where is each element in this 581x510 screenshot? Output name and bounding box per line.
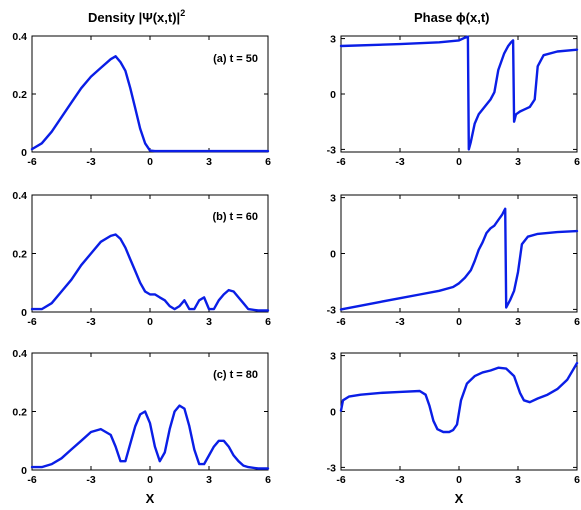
panel-annotation: (a) t = 50 (213, 53, 258, 65)
panel-annotation: (b) t = 60 (212, 211, 258, 223)
series-line-density-t60 (30, 233, 270, 312)
x-tick-label: 0 (147, 316, 153, 328)
x-tick-label: 6 (265, 156, 271, 168)
panel-phase-t50: -6 -3 0 3 6-303 (327, 34, 580, 168)
x-tick-label: 3 (515, 316, 521, 328)
y-tick-label: -3 (327, 144, 336, 156)
panel-annotation: (c) t = 80 (213, 369, 258, 381)
y-tick-label: 0.4 (12, 190, 27, 202)
panel-phase-t60: -6 -3 0 3 6-303 (327, 193, 580, 328)
series-line-density-t50 (30, 55, 270, 153)
x-tick-label: -6 (336, 156, 345, 168)
x-tick-label: -6 (27, 474, 36, 486)
y-tick-label: 3 (330, 193, 336, 205)
x-tick-label: 6 (574, 156, 580, 168)
series-line-phase-t50 (339, 35, 579, 151)
x-tick-label: 6 (574, 316, 580, 328)
plot-frame (340, 35, 578, 153)
x-tick-label: 0 (456, 474, 462, 486)
x-tick-label: 0 (147, 156, 153, 168)
y-tick-label: 0.2 (12, 89, 27, 101)
x-tick-label: -6 (336, 316, 345, 328)
x-tick-label: 3 (206, 474, 212, 486)
y-tick-label: 0.4 (12, 348, 27, 360)
x-tick-label: 6 (265, 316, 271, 328)
y-tick-label: 0 (330, 407, 336, 419)
y-tick-label: 0 (21, 465, 27, 477)
x-tick-label: -3 (395, 316, 404, 328)
panel-phase-t80: -6 -3 0 3 6-303 (327, 351, 580, 486)
x-axis-label-left: X (146, 491, 155, 506)
y-tick-label: 0.2 (12, 249, 27, 261)
y-tick-label: 0.2 (12, 407, 27, 419)
x-tick-label: -3 (86, 156, 95, 168)
x-tick-label: 3 (515, 474, 521, 486)
series-line-phase-t60 (339, 207, 579, 311)
y-tick-label: 3 (330, 34, 336, 46)
plot-frame (340, 194, 578, 313)
density-column-title: Density |Ψ(x,t)|2 (88, 8, 185, 25)
y-tick-label: 0 (21, 307, 27, 319)
phase-column-title: Phase ϕ(x,t) (414, 10, 490, 25)
x-tick-label: 0 (456, 156, 462, 168)
x-tick-label: 6 (574, 474, 580, 486)
x-tick-label: -6 (27, 316, 36, 328)
x-tick-label: -3 (86, 316, 95, 328)
x-axis-label-right: X (455, 491, 464, 506)
x-tick-label: -3 (86, 474, 95, 486)
y-tick-label: 0.4 (12, 31, 27, 43)
panel-density-t50: -6 -3 0 3 6 0 0.2 0.4 (a) t = 50 (12, 31, 271, 168)
x-tick-label: -3 (395, 156, 404, 168)
x-tick-label: 0 (456, 316, 462, 328)
x-tick-label: -3 (395, 474, 404, 486)
y-tick-label: 0 (330, 249, 336, 261)
y-tick-label: 0 (21, 147, 27, 159)
y-tick-label: -3 (327, 462, 336, 474)
panel-density-t80: -6 -3 0 3 6 0 0.2 0.4 (c) t = 80 (12, 348, 271, 486)
x-tick-label: 3 (206, 316, 212, 328)
x-tick-label: 3 (515, 156, 521, 168)
x-tick-label: -6 (336, 474, 345, 486)
x-tick-label: 6 (265, 474, 271, 486)
series-line-density-t80 (30, 404, 270, 470)
y-tick-label: 0 (330, 89, 336, 101)
panel-grid: -6 -3 0 3 600.20.4(a) t = 50-6 -3 0 3 6-303-6 -3 0… (12, 31, 580, 486)
x-tick-label: 3 (206, 156, 212, 168)
x-tick-label: 0 (147, 474, 153, 486)
panel-density-t60: -6 -3 0 3 6 0 0.2 0.4 (b) t = 60 (12, 190, 271, 328)
x-tick-label: -6 (27, 156, 36, 168)
y-tick-label: -3 (327, 304, 336, 316)
y-tick-label: 3 (330, 351, 336, 363)
series-line-phase-t80 (339, 361, 579, 434)
